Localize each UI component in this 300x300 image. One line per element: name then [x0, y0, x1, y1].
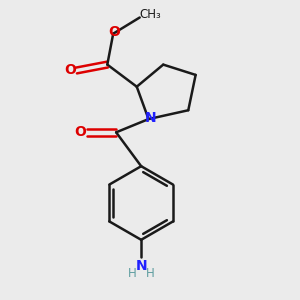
Text: O: O	[109, 25, 121, 39]
Text: H: H	[128, 267, 137, 280]
Text: O: O	[64, 64, 76, 77]
Text: O: O	[74, 125, 86, 139]
Text: N: N	[135, 259, 147, 273]
Text: N: N	[145, 111, 157, 124]
Text: CH₃: CH₃	[139, 8, 161, 21]
Text: H: H	[146, 267, 154, 280]
